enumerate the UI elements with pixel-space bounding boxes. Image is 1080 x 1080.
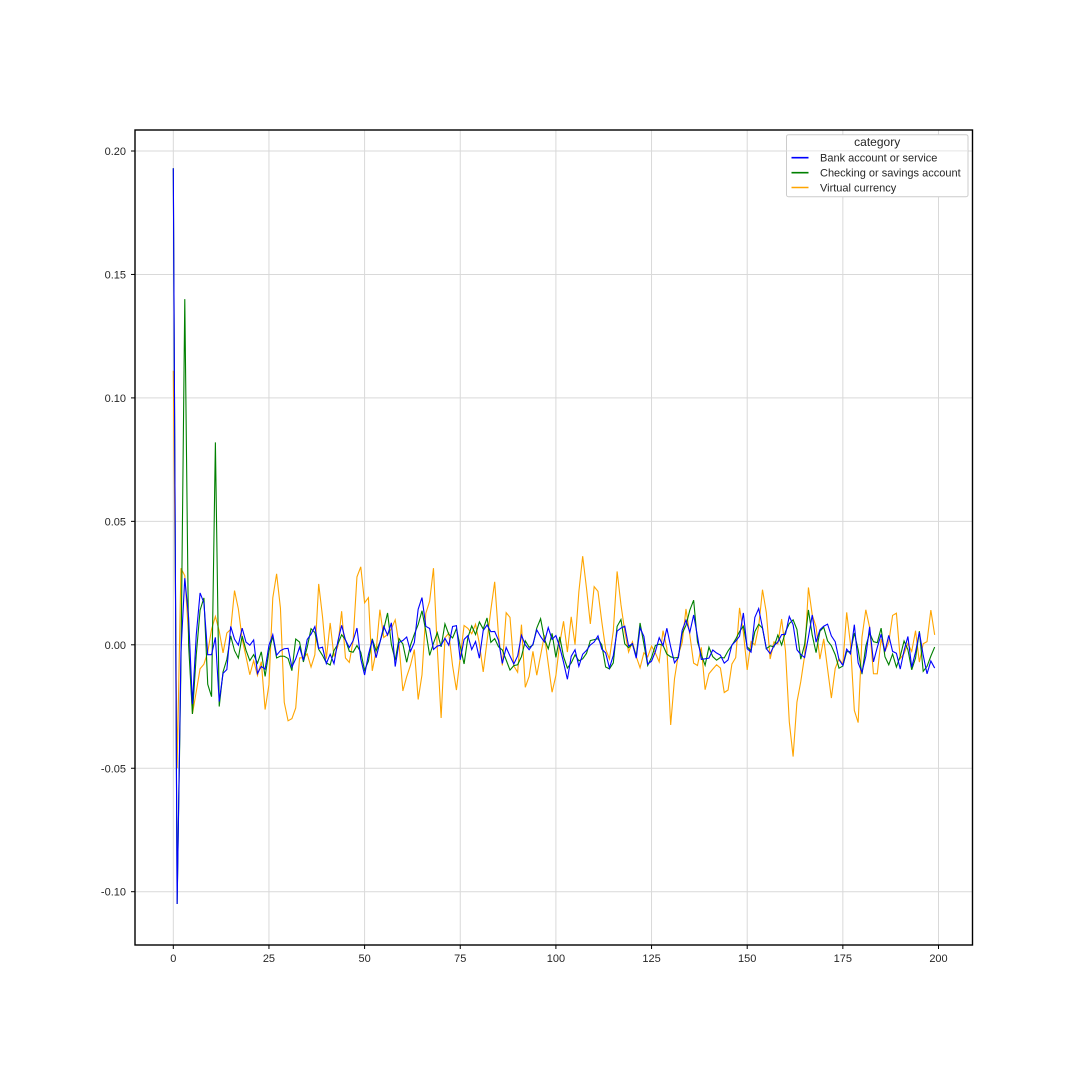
svg-text:125: 125 [642, 953, 660, 965]
svg-text:150: 150 [738, 953, 756, 965]
svg-text:category: category [854, 135, 900, 149]
svg-text:Bank account or service: Bank account or service [820, 153, 937, 165]
svg-text:100: 100 [547, 953, 565, 965]
svg-text:75: 75 [454, 953, 466, 965]
svg-text:175: 175 [834, 953, 852, 965]
svg-text:0.00: 0.00 [105, 640, 126, 652]
svg-text:-0.10: -0.10 [101, 887, 126, 899]
svg-text:-0.05: -0.05 [101, 763, 126, 775]
svg-text:50: 50 [358, 953, 370, 965]
svg-text:0.15: 0.15 [105, 269, 126, 281]
svg-text:25: 25 [263, 953, 275, 965]
svg-text:Virtual currency: Virtual currency [820, 182, 897, 194]
svg-text:Checking or savings account: Checking or savings account [820, 168, 961, 180]
svg-text:0.05: 0.05 [105, 516, 126, 528]
svg-text:0: 0 [170, 953, 176, 965]
svg-text:200: 200 [929, 953, 947, 965]
svg-text:0.10: 0.10 [105, 393, 126, 405]
svg-text:0.20: 0.20 [105, 146, 126, 158]
